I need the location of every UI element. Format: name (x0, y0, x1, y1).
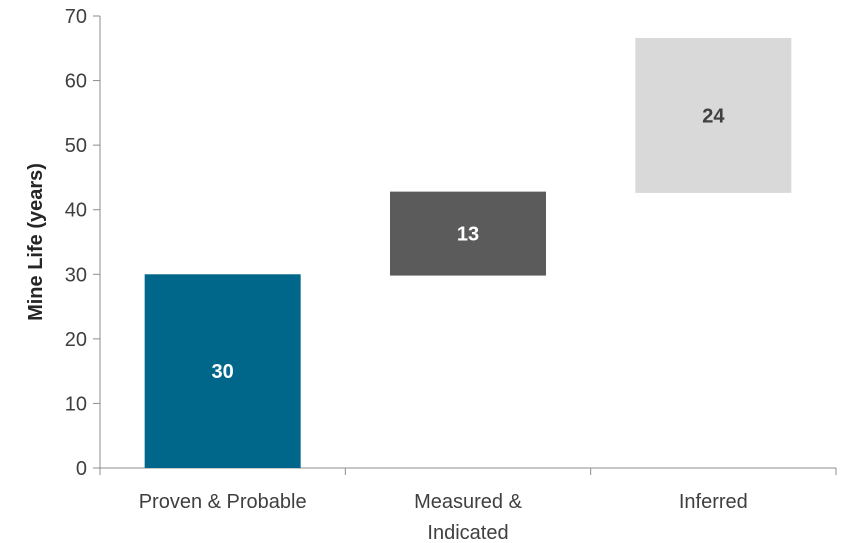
category-label-2-line-2: Indicated (427, 522, 508, 543)
bars (144, 37, 792, 468)
y-axis-label-group: Mine Life (years) (25, 163, 47, 321)
bar-2 (390, 191, 546, 276)
x-axis (99, 467, 837, 475)
y-axis: 0 10 20 30 40 50 60 70 (65, 6, 101, 480)
y-tick-label: 0 (76, 458, 87, 480)
y-axis-title: Mine Life (years) (25, 163, 47, 321)
y-tick-label: 20 (65, 329, 87, 351)
data-label-3: 24 (702, 105, 725, 127)
y-tick-label: 70 (65, 6, 87, 28)
y-tick-label: 30 (65, 264, 87, 286)
category-label-1: Proven & Probable (139, 491, 307, 513)
bar-3 (635, 37, 792, 193)
category-label-2-line-1: Measured & (414, 491, 522, 513)
data-labels: 30 13 24 (212, 105, 726, 383)
category-label-3: Inferred (679, 491, 748, 513)
data-label-1: 30 (212, 361, 234, 383)
y-tick-label: 50 (65, 135, 87, 157)
data-label-2: 13 (457, 224, 479, 246)
y-tick-label: 10 (65, 393, 87, 415)
bar-1 (144, 274, 301, 468)
y-tick-label: 40 (65, 200, 87, 222)
y-tick-label: 60 (65, 71, 87, 93)
category-labels: Proven & Probable Measured & Indicated Infe… (139, 491, 748, 543)
